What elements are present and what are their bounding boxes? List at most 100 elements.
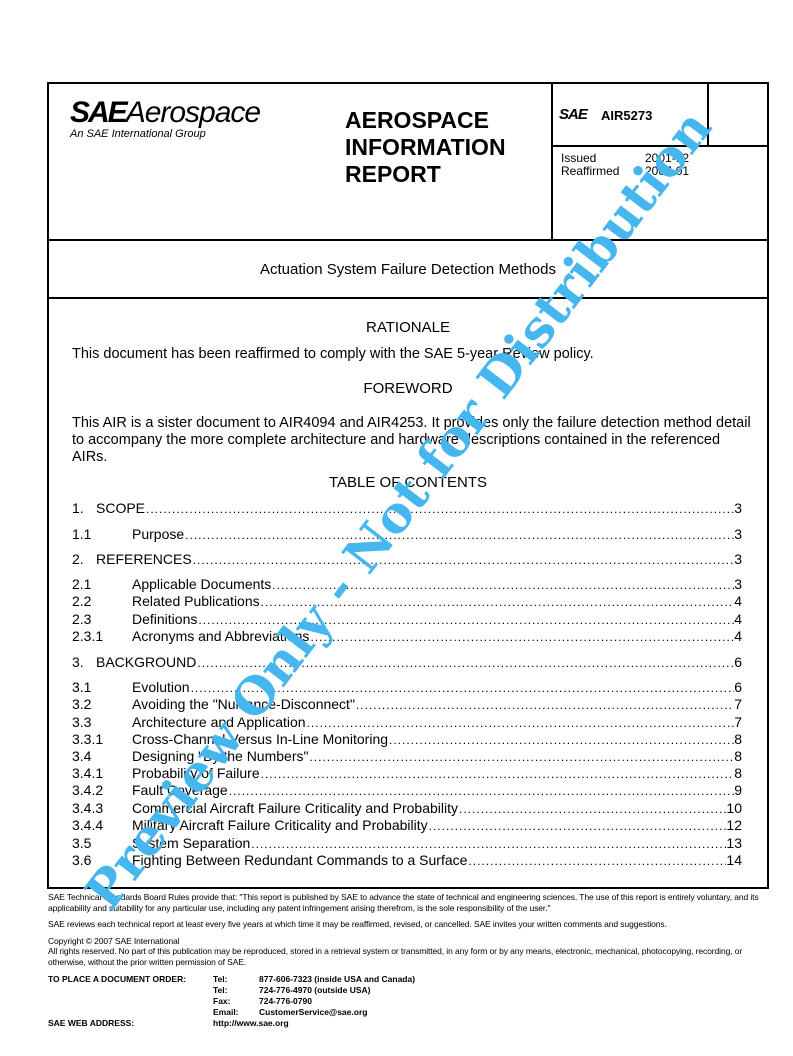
toc-page: 6: [734, 679, 742, 695]
toc-label: Designing "By the Numbers": [132, 748, 310, 764]
toc-label: Fault Coverage: [132, 782, 229, 798]
toc-page: 3: [734, 526, 742, 542]
contact-value[interactable]: 724-776-0790: [259, 996, 312, 1006]
toc-number: 3.4.2: [72, 782, 104, 798]
toc-number: 2.3: [72, 611, 92, 627]
toc-number: 3.: [72, 654, 84, 670]
toc-leader: [429, 819, 727, 833]
toc-number: 3.2: [72, 696, 92, 712]
toc-page: 3: [734, 500, 742, 516]
toc-entry[interactable]: 3.1 Evolution 6: [72, 679, 742, 696]
toc-leader: [310, 630, 734, 644]
toc-page: 8: [734, 748, 742, 764]
toc-label: Avoiding the "Nuisance-Disconnect": [132, 696, 356, 712]
toc-leader: [191, 681, 735, 695]
review-notice: SAE reviews each technical report at lea…: [48, 919, 667, 929]
rights-notice: All rights reserved. No part of this pub…: [48, 946, 743, 967]
toc-entry[interactable]: 1.1 Purpose 3: [72, 526, 742, 543]
logo-tagline: An SAE International Group: [70, 128, 206, 140]
order-label: TO PLACE A DOCUMENT ORDER:: [48, 974, 187, 984]
divider: [47, 297, 769, 299]
toc-entry[interactable]: 2.1 Applicable Documents 3: [72, 576, 742, 593]
toc-label: Related Publications: [132, 593, 261, 609]
toc-number: 3.4: [72, 748, 92, 764]
toc-entry[interactable]: 2.3.1 Acronyms and Abbreviations 4: [72, 628, 742, 645]
toc-entry[interactable]: 2. REFERENCES 3: [72, 551, 742, 568]
toc-label: BACKGROUND: [96, 654, 198, 670]
toc-entry[interactable]: 3.2 Avoiding the "Nuisance-Disconnect" 7: [72, 696, 742, 713]
contact-value[interactable]: 724-776-4970 (outside USA): [259, 985, 371, 995]
toc-number: 3.3.1: [72, 731, 104, 747]
divider: [47, 239, 769, 241]
toc-label: Probability of Failure: [132, 765, 261, 781]
toc-entry[interactable]: 3.5 System Separation 13: [72, 835, 742, 852]
toc-label: Applicable Documents: [132, 576, 273, 592]
toc-entry[interactable]: 3.4.4 Military Aircraft Failure Criticali…: [72, 817, 742, 834]
toc-entry[interactable]: 3.4.2 Fault Coverage 9: [72, 782, 742, 799]
toc-leader: [185, 528, 734, 542]
toc-label: Acronyms and Abbreviations: [132, 628, 311, 644]
divider: [551, 145, 769, 147]
toc-leader: [193, 553, 735, 567]
toc-number: 3.4.3: [72, 800, 104, 816]
toc-label: System Separation: [132, 835, 252, 851]
toc-page: 4: [734, 593, 742, 609]
toc-entry[interactable]: 2.2 Related Publications 4: [72, 593, 742, 610]
toc-label: Military Aircraft Failure Criticality an…: [132, 817, 429, 833]
toc-leader: [197, 656, 734, 670]
toc-label: Purpose: [132, 526, 186, 542]
reaffirmed-label: Reaffirmed: [561, 164, 620, 178]
toc-label: REFERENCES: [96, 551, 193, 567]
toc-entry[interactable]: 3.6 Fighting Between Redundant Commands t…: [72, 852, 742, 869]
toc-number: 3.1: [72, 679, 92, 695]
contact-type: Tel:: [213, 974, 228, 984]
toc-entry[interactable]: 2.3 Definitions 4: [72, 611, 742, 628]
rationale-text: This document has been reaffirmed to com…: [72, 346, 594, 362]
toc-label: Commercial Aircraft Failure Criticality …: [132, 800, 459, 816]
toc-leader: [261, 767, 735, 781]
report-type: AEROSPACE INFORMATION REPORT: [345, 107, 506, 187]
toc-entry[interactable]: 3.3.1 Cross-Channel Versus In-Line Monito…: [72, 731, 742, 748]
contact-value[interactable]: 877-606-7323 (inside USA and Canada): [259, 974, 416, 984]
toc-label: SCOPE: [96, 500, 147, 516]
toc-leader: [389, 733, 734, 747]
toc-number: 2.3.1: [72, 628, 104, 644]
copyright: Copyright © 2007 SAE International: [48, 936, 180, 946]
toc-number: 2.1: [72, 576, 92, 592]
sae-mark: SAE: [559, 106, 588, 123]
toc-page: 3: [734, 551, 742, 567]
toc-label: Definitions: [132, 611, 199, 627]
toc-entry[interactable]: 3.4.1 Probability of Failure 8: [72, 765, 742, 782]
toc-leader: [229, 784, 734, 798]
toc-label: Architecture and Application: [132, 714, 307, 730]
toc-page: 8: [734, 731, 742, 747]
toc-leader: [146, 502, 734, 516]
toc-entry[interactable]: 1. SCOPE 3: [72, 500, 742, 517]
divider: [551, 82, 553, 240]
toc-leader: [459, 802, 726, 816]
toc-page: 10: [726, 800, 742, 816]
toc-leader: [356, 698, 734, 712]
foreword-text: This AIR is a sister document to AIR4094…: [72, 415, 751, 465]
contact-value[interactable]: CustomerService@sae.org: [259, 1007, 368, 1017]
toc-entry[interactable]: 3.4.3 Commercial Aircraft Failure Critica…: [72, 800, 742, 817]
contact-type: Email:: [213, 1007, 239, 1017]
toc-entry[interactable]: 3.4 Designing "By the Numbers" 8: [72, 748, 742, 765]
rationale-heading: RATIONALE: [366, 319, 450, 336]
toc-page: 4: [734, 611, 742, 627]
toc-leader: [198, 613, 734, 627]
toc-leader: [251, 837, 726, 851]
toc-entry[interactable]: 3.3 Architecture and Application 7: [72, 714, 742, 731]
toc-leader: [261, 595, 735, 609]
toc-page: 12: [726, 817, 742, 833]
web-label: SAE WEB ADDRESS:: [48, 1018, 135, 1028]
web-address-link[interactable]: http://www.sae.org: [213, 1018, 289, 1028]
standards-rules: SAE Technical Standards Board Rules prov…: [48, 892, 759, 913]
toc-page: 3: [734, 576, 742, 592]
toc-page: 14: [726, 852, 742, 868]
toc-page: 7: [734, 714, 742, 730]
toc-entry[interactable]: 3. BACKGROUND 6: [72, 654, 742, 671]
toc-leader: [272, 578, 734, 592]
toc-number: 3.3: [72, 714, 92, 730]
toc-number: 2.2: [72, 593, 92, 609]
